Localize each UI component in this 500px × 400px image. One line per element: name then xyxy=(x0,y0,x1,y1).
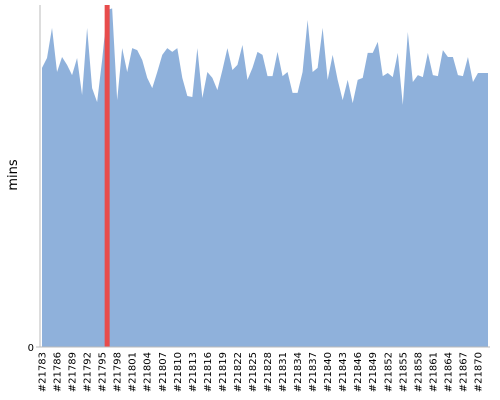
x-tick-label: #21783 xyxy=(38,352,49,392)
x-tick-label: #21840 xyxy=(323,352,334,392)
x-tick-label: #21828 xyxy=(263,352,274,392)
x-tick-label: #21843 xyxy=(338,352,349,392)
x-tick-label: #21819 xyxy=(218,352,229,392)
x-tick-label: #21786 xyxy=(53,352,64,392)
x-tick-label: #21795 xyxy=(98,352,109,392)
x-tick-label: #21825 xyxy=(248,352,259,392)
x-tick-label: #21816 xyxy=(203,352,214,392)
x-tick-label: #21834 xyxy=(293,352,304,392)
x-tick-label: #21798 xyxy=(113,352,124,392)
x-tick-label: #21846 xyxy=(353,352,364,392)
x-tick-label: #21852 xyxy=(383,352,394,392)
x-tick-label: #21813 xyxy=(188,352,199,392)
x-tick-label: #21831 xyxy=(278,352,289,392)
area xyxy=(42,8,488,347)
x-tick-label: #21855 xyxy=(398,352,409,392)
x-tick-label: #21864 xyxy=(443,352,454,392)
x-tick-label: #21837 xyxy=(308,352,319,392)
x-tick-label: #21822 xyxy=(233,352,244,392)
x-tick-label: #21804 xyxy=(143,352,154,392)
x-tick-label: #21870 xyxy=(473,352,484,392)
x-tick-label: #21858 xyxy=(413,352,424,392)
x-tick-label: #21801 xyxy=(128,352,139,392)
x-tick-label: #21789 xyxy=(68,352,79,392)
x-tick-label: #21807 xyxy=(158,352,169,392)
bar xyxy=(104,5,110,347)
x-tick-label: #21810 xyxy=(173,352,184,392)
x-tick-label: #21867 xyxy=(458,352,469,392)
x-tick-label: #21861 xyxy=(428,352,439,392)
y-axis-label: mins xyxy=(6,159,21,191)
y-tick-label: 0 xyxy=(28,343,34,354)
x-tick-label: #21792 xyxy=(83,352,94,392)
x-tick-label: #21849 xyxy=(368,352,379,392)
